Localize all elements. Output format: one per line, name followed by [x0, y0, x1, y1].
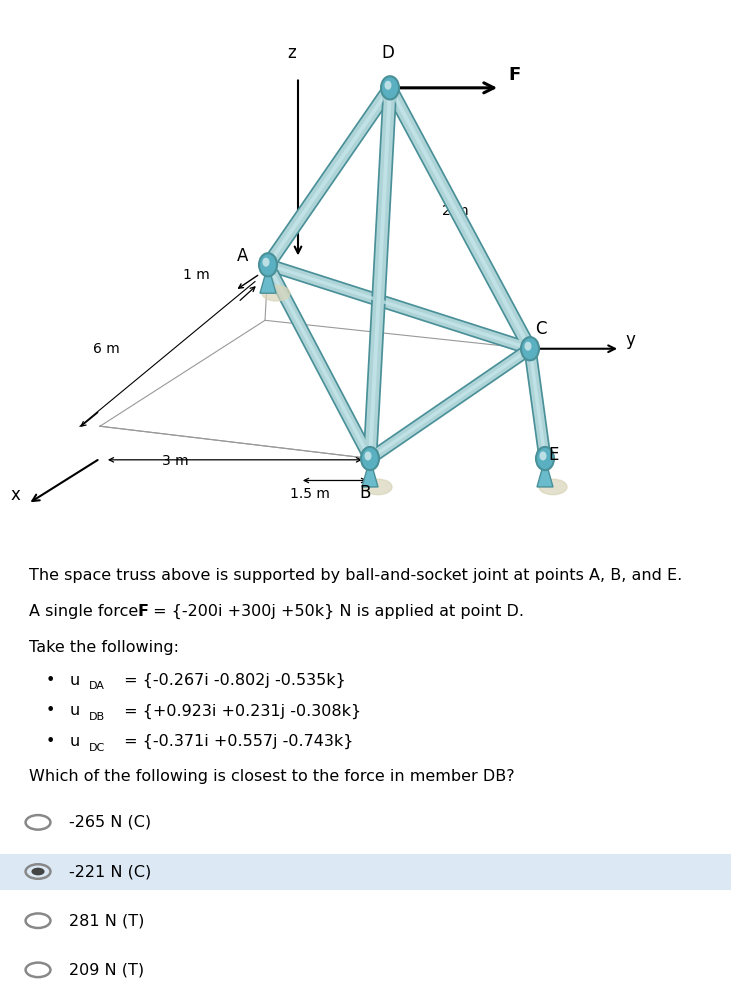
Text: F: F — [508, 66, 520, 84]
Circle shape — [365, 451, 371, 460]
Text: = {-0.267i -0.802j -0.535k}: = {-0.267i -0.802j -0.535k} — [119, 672, 346, 688]
Text: A single force: A single force — [29, 605, 143, 619]
Polygon shape — [362, 458, 378, 487]
Text: The space truss above is supported by ball-and-socket joint at points A, B, and : The space truss above is supported by ba… — [29, 568, 683, 583]
Text: 1 m: 1 m — [183, 268, 210, 282]
Text: D: D — [382, 44, 395, 62]
Text: -265 N (C): -265 N (C) — [69, 815, 151, 830]
Text: DA: DA — [88, 681, 105, 691]
Text: Which of the following is closest to the force in member DB?: Which of the following is closest to the… — [29, 770, 515, 784]
Circle shape — [259, 254, 277, 276]
Text: = {-200i +300j +50k} N is applied at point D.: = {-200i +300j +50k} N is applied at poi… — [148, 605, 524, 619]
Circle shape — [525, 342, 531, 351]
Circle shape — [521, 337, 539, 361]
Polygon shape — [260, 264, 276, 293]
Text: DC: DC — [88, 742, 105, 753]
Text: 3 m: 3 m — [162, 453, 189, 468]
Ellipse shape — [262, 285, 290, 301]
Text: 281 N (T): 281 N (T) — [69, 913, 145, 928]
Text: Take the following:: Take the following: — [29, 640, 179, 655]
Circle shape — [536, 447, 554, 470]
Text: 6 m: 6 m — [94, 342, 120, 356]
Text: u: u — [69, 734, 80, 749]
Text: = {+0.923i +0.231j -0.308k}: = {+0.923i +0.231j -0.308k} — [119, 704, 361, 719]
Text: DB: DB — [88, 712, 105, 722]
FancyBboxPatch shape — [0, 854, 731, 890]
Text: -221 N (C): -221 N (C) — [69, 864, 152, 879]
Text: = {-0.371i +0.557j -0.743k}: = {-0.371i +0.557j -0.743k} — [119, 734, 354, 749]
Text: •: • — [46, 704, 56, 719]
Text: y: y — [625, 330, 635, 349]
Text: A: A — [237, 247, 248, 264]
Text: 209 N (T): 209 N (T) — [69, 962, 145, 977]
Text: •: • — [46, 734, 56, 749]
Circle shape — [381, 77, 399, 99]
Text: •: • — [46, 672, 56, 688]
Text: z: z — [287, 44, 296, 62]
Ellipse shape — [539, 479, 567, 494]
Text: B: B — [360, 485, 371, 502]
Text: C: C — [535, 320, 547, 338]
Circle shape — [385, 81, 392, 89]
Text: E: E — [548, 445, 558, 464]
Text: 1.5 m: 1.5 m — [290, 488, 330, 501]
Circle shape — [361, 447, 379, 470]
Ellipse shape — [364, 479, 392, 494]
Text: u: u — [69, 704, 80, 719]
Circle shape — [262, 258, 270, 266]
Text: F: F — [137, 605, 148, 619]
Circle shape — [31, 868, 45, 876]
Polygon shape — [537, 458, 553, 487]
Text: x: x — [10, 486, 20, 503]
Circle shape — [539, 451, 547, 460]
Text: 2 m: 2 m — [442, 203, 469, 217]
Text: u: u — [69, 672, 80, 688]
